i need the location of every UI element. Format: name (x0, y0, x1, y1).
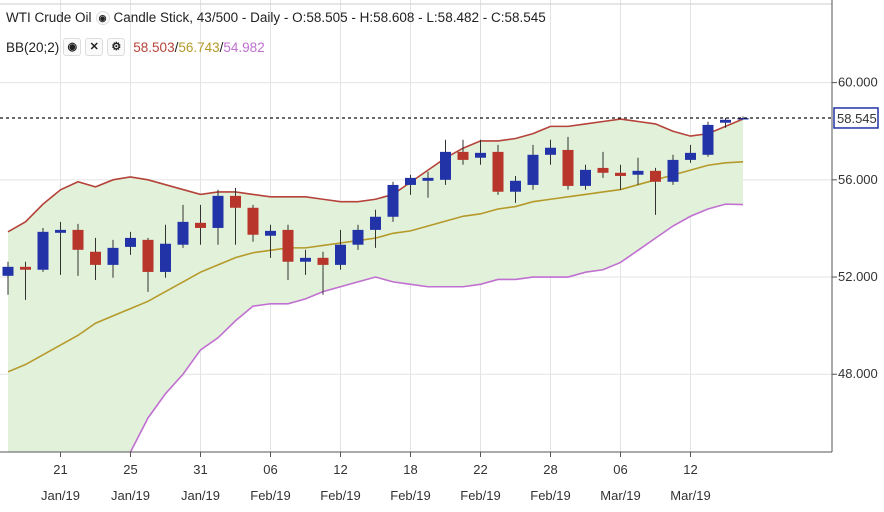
candle-body (422, 177, 434, 181)
candle-body (580, 169, 591, 186)
indicator-name: BB(20;2) (6, 39, 60, 55)
candle-body (475, 152, 486, 158)
middle-value: 56.743 (178, 39, 220, 55)
y-tick-label: 60.000 (838, 75, 878, 90)
candle-body (37, 231, 49, 270)
candle-body (667, 159, 679, 182)
x-tick-label: Feb/19 (250, 488, 290, 503)
candle-body (230, 195, 241, 208)
x-tick-label: 28 (543, 462, 557, 477)
candle-body (300, 257, 311, 262)
y-tick-label: 48.000 (838, 366, 878, 381)
x-tick-label: Feb/19 (390, 488, 430, 503)
candle-body (510, 180, 521, 192)
x-tick-label: 18 (403, 462, 417, 477)
x-tick-label: 31 (193, 462, 207, 477)
header-line-1: WTI Crude Oil ◉ Candle Stick, 43/500 - D… (6, 10, 546, 25)
candle-body (195, 222, 206, 228)
indicator-values: 58.503/56.743/54.982 (133, 40, 264, 55)
x-tick-label: 06 (263, 462, 277, 477)
candle-body (90, 251, 101, 265)
candle-body (545, 147, 556, 155)
candle-body (317, 257, 329, 265)
candle-body (720, 119, 731, 123)
x-tick-label: 25 (123, 462, 137, 477)
x-tick-label: Jan/19 (111, 488, 150, 503)
x-tick-label: Mar/19 (600, 488, 640, 503)
candle-body (107, 247, 119, 265)
x-tick-label: Mar/19 (670, 488, 710, 503)
y-tick-label: 56.000 (838, 172, 878, 187)
candle-body (370, 216, 381, 230)
eye-icon[interactable]: ◉ (63, 38, 82, 56)
candle-body (125, 237, 136, 247)
x-tick-label: 12 (333, 462, 347, 477)
x-tick-label: Feb/19 (530, 488, 570, 503)
candle-body (335, 244, 346, 265)
band-fill (8, 119, 743, 452)
band-line (7, 118, 744, 233)
x-tick-label: Feb/19 (320, 488, 360, 503)
candle-body (160, 243, 171, 272)
last-price-box (833, 107, 879, 129)
x-tick-label: Jan/19 (41, 488, 80, 503)
candle-body (247, 207, 259, 235)
candle-body (2, 266, 14, 276)
last-price-label: 58.545 (837, 111, 877, 126)
candle-body (177, 221, 189, 245)
x-tick-label: Jan/19 (181, 488, 220, 503)
candle-body (457, 151, 469, 160)
chart-title: WTI Crude Oil (6, 10, 92, 25)
candle-body (352, 229, 364, 245)
candle-body (527, 154, 539, 185)
axes: 48.000 52.000 56.000 60.000 21 Jan/19 25 Jan/19… (41, 75, 879, 503)
candle-body (405, 177, 416, 185)
y-tick-label: 52.000 (838, 269, 878, 284)
separator: / (219, 39, 224, 55)
x-tick-label: 21 (53, 462, 67, 477)
header-line-2: BB(20;2) ◉ ✕ ⚙ 58.503/56.743/54.982 (6, 38, 265, 56)
upper-value: 58.503 (133, 39, 175, 55)
x-tick-label: 22 (473, 462, 487, 477)
candle-body (282, 229, 294, 262)
candle-body (387, 184, 399, 217)
separator: / (174, 39, 179, 55)
candle-body (597, 167, 609, 173)
candle-body (20, 266, 31, 270)
plot-area (0, 0, 832, 452)
candle-body (737, 117, 749, 120)
x-tick-label: 12 (683, 462, 697, 477)
candle-body (72, 229, 84, 250)
eye-icon[interactable]: ◉ (95, 10, 110, 25)
candle-body (685, 152, 696, 160)
x-tick-label: 06 (613, 462, 627, 477)
candle-body (702, 124, 714, 155)
lower-value: 54.982 (223, 39, 265, 55)
settings-icon[interactable]: ⚙ (107, 38, 126, 56)
close-icon[interactable]: ✕ (85, 38, 104, 56)
candle-body (142, 239, 154, 272)
candle-body (650, 170, 661, 182)
candle-body (212, 195, 224, 228)
x-tick-label: Feb/19 (460, 488, 500, 503)
candle-body (492, 151, 504, 192)
band-line (129, 203, 744, 452)
candle-body (615, 172, 626, 176)
candle-body (265, 230, 276, 236)
chart-subtitle: Candle Stick, 43/500 - Daily - O:58.505 … (113, 10, 546, 25)
candle-body (632, 170, 644, 175)
candle-body (562, 149, 574, 186)
candle-body (55, 229, 66, 233)
candle-body (440, 151, 451, 180)
